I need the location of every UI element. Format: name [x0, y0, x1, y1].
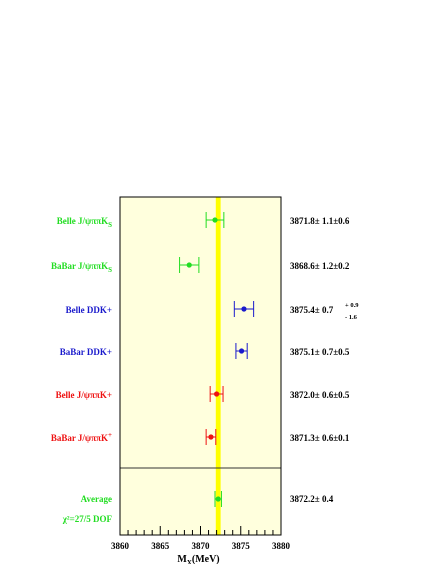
point-marker — [238, 348, 245, 354]
result-sub: - 1.6 — [345, 314, 358, 321]
point-marker — [241, 306, 247, 312]
point-marker — [214, 391, 220, 397]
point-marker — [215, 496, 221, 502]
point-label: BaBar J/ψππKS — [51, 261, 112, 274]
point-result: 3868.6± 1.2±0.2 — [290, 261, 350, 271]
data-point — [205, 429, 217, 445]
chi2-label: χ²=27/5 DOF — [62, 514, 113, 524]
point-label: BaBar DDK+ — [60, 347, 112, 357]
point-label: BaBar J/ψππK+ — [51, 431, 112, 443]
data-point — [233, 301, 255, 317]
data-point — [205, 212, 225, 228]
point-marker — [186, 262, 192, 268]
x-tick-label: 3880 — [272, 541, 291, 551]
data-point — [235, 343, 248, 359]
point-result: 3875.4± 0.7 — [290, 305, 334, 315]
point-marker — [208, 434, 214, 440]
x-tick-label: 3870 — [192, 541, 211, 551]
point-result: 3871.8± 1.1±0.6 — [290, 216, 350, 226]
result-sup: + 0.9 — [345, 302, 359, 309]
plot-background — [120, 197, 281, 535]
average-label: Average — [81, 494, 112, 504]
point-result: 3871.3± 0.6±0.1 — [290, 433, 350, 443]
data-point — [209, 386, 224, 402]
x-tick-label: 3875 — [232, 541, 251, 551]
x-tick-label: 3860 — [111, 541, 130, 551]
average-result: 3872.2± 0.4 — [290, 494, 334, 504]
x-axis-label: MX(MeV) — [177, 554, 219, 564]
average-band — [215, 197, 221, 535]
point-label: Belle DDK+ — [66, 305, 112, 315]
point-marker — [212, 217, 218, 223]
point-label: Belle J/ψππKS — [57, 216, 112, 229]
point-result: 3872.0± 0.6±0.5 — [290, 390, 350, 400]
point-label: Belle J/ψππK+ — [56, 390, 112, 400]
data-point — [179, 257, 200, 273]
x-tick-label: 3865 — [151, 541, 170, 551]
point-result: 3875.1± 0.7±0.5 — [290, 347, 350, 357]
average-point — [214, 491, 222, 507]
